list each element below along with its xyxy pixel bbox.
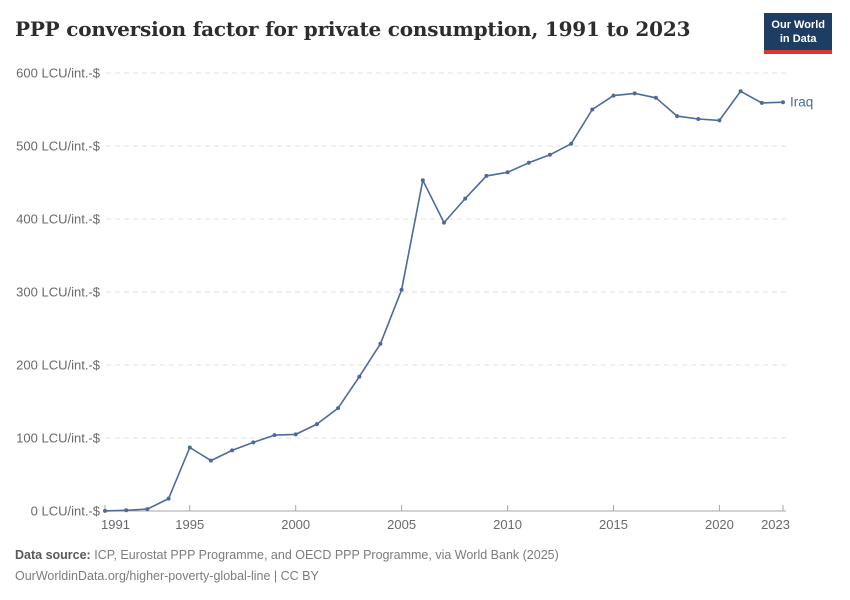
- x-axis-tick-label: 2010: [493, 517, 522, 532]
- chart-header: PPP conversion factor for private consum…: [15, 11, 832, 54]
- data-point-1997: [230, 448, 235, 453]
- data-point-2023: [781, 100, 785, 105]
- x-axis-tick-label: 2015: [599, 517, 628, 532]
- y-axis-tick-label: 200 LCU/int.-$: [16, 358, 101, 373]
- data-point-2004: [378, 341, 383, 346]
- data-point-2013: [569, 141, 574, 146]
- y-axis-tick-label: 500 LCU/int.-$: [16, 139, 101, 154]
- data-point-2018: [675, 114, 680, 119]
- data-point-2021: [738, 89, 743, 94]
- data-point-2016: [632, 91, 637, 96]
- data-point-2012: [547, 152, 552, 157]
- data-point-2001: [314, 422, 319, 427]
- data-point-2020: [717, 118, 722, 123]
- chart-footer: Data source: ICP, Eurostat PPP Programme…: [15, 545, 835, 586]
- data-point-2005: [399, 287, 404, 292]
- data-point-1996: [208, 458, 213, 463]
- owid-logo-line2: in Data: [779, 33, 817, 46]
- y-axis-tick-label: 600 LCU/int.-$: [16, 66, 101, 81]
- data-point-2002: [336, 406, 341, 411]
- y-axis-tick-label: 100 LCU/int.-$: [16, 431, 101, 446]
- x-axis-tick-label: 1991: [101, 517, 130, 532]
- data-point-1999: [272, 433, 277, 438]
- owid-logo[interactable]: Our World in Data: [764, 13, 832, 54]
- data-point-2006: [420, 178, 425, 183]
- y-axis-tick-label: 0 LCU/int.-$: [31, 504, 101, 519]
- chart-title: PPP conversion factor for private consum…: [15, 17, 691, 41]
- data-point-2022: [759, 100, 764, 105]
- line-chart: 0 LCU/int.-$ 100 LCU/int.-$ 200 LCU/int.-$…: [16, 66, 813, 533]
- y-axis-tick-label: 400 LCU/int.-$: [16, 212, 101, 227]
- x-axis-tick-label: 2000: [281, 517, 310, 532]
- data-point-1995: [187, 445, 192, 450]
- x-axis-tick-label: 2023: [761, 517, 790, 532]
- owid-logo-line1: Our World: [771, 19, 825, 31]
- data-point-2019: [696, 117, 701, 121]
- data-point-2015: [611, 93, 616, 98]
- data-point-2008: [463, 196, 468, 201]
- data-point-2000: [293, 432, 298, 437]
- data-point-2010: [505, 170, 510, 175]
- data-point-2017: [653, 95, 658, 100]
- x-axis-tick-label: 2005: [387, 517, 416, 532]
- attribution-link[interactable]: OurWorldinData.org/higher-poverty-global…: [15, 568, 319, 583]
- data-point-2007: [442, 220, 446, 225]
- data-point-2003: [357, 374, 362, 379]
- data-source-text: ICP, Eurostat PPP Programme, and OECD PP…: [94, 548, 559, 562]
- y-axis-tick-label: 300 LCU/int.-$: [16, 285, 101, 300]
- data-source-label: Data source:: [15, 548, 91, 562]
- x-axis-tick-label: 1995: [175, 517, 204, 532]
- series-line-iraq: [104, 90, 784, 512]
- data-point-1992: [124, 508, 129, 513]
- x-axis-tick-label: 2020: [705, 517, 734, 532]
- data-point-2011: [526, 160, 531, 165]
- data-point-2014: [590, 107, 595, 112]
- data-point-1993: [145, 507, 150, 512]
- data-point-2009: [484, 173, 489, 178]
- data-point-1994: [166, 496, 171, 501]
- series-label-iraq: Iraq: [790, 95, 813, 110]
- data-point-1991: [103, 508, 107, 513]
- data-point-1998: [251, 440, 256, 445]
- data-source-line: Data source: ICP, Eurostat PPP Programme…: [15, 545, 835, 566]
